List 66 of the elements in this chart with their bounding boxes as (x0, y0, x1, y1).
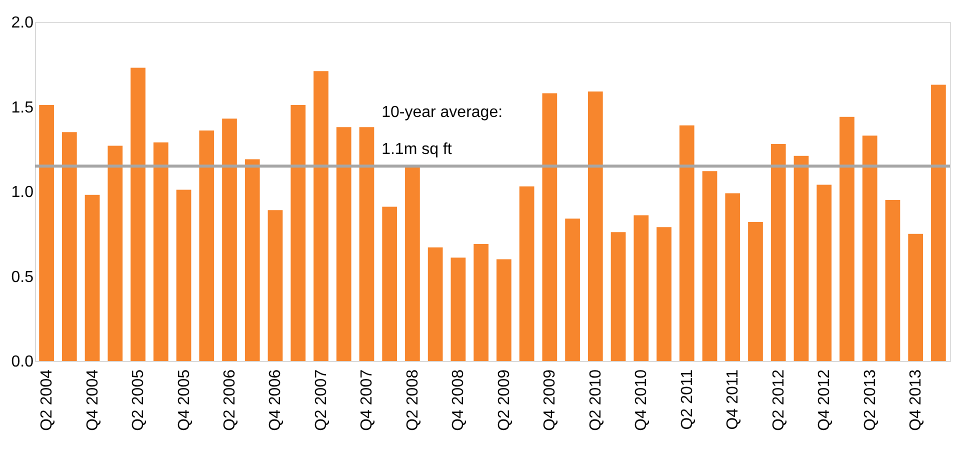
bar (314, 71, 328, 361)
y-tick-label: 1.0 (11, 184, 34, 201)
bar (176, 190, 192, 361)
text: 10-year average: 1.1m sq ft (382, 104, 503, 158)
bar (130, 68, 146, 361)
bar (840, 116, 854, 361)
bar (405, 166, 420, 361)
bar (770, 144, 786, 361)
x-tick-label: Q2 2008 (404, 369, 422, 431)
bar (931, 84, 946, 361)
bar (108, 146, 123, 361)
x-tick-label: Q2 2009 (496, 369, 513, 431)
bar (428, 247, 443, 361)
bar (519, 186, 534, 361)
x-tick-label: Q4 2012 (816, 369, 834, 431)
bar (542, 93, 558, 361)
bar (84, 194, 100, 361)
x-tick-label: Q2 2004 (38, 369, 56, 431)
bar (816, 184, 832, 361)
x-tick-label: Q2 2005 (130, 369, 148, 431)
x-tick-label: Q4 2004 (84, 369, 102, 431)
x-tick-label: Q4 2009 (542, 369, 559, 431)
bar (794, 156, 809, 361)
x-tick-label: Q4 2006 (267, 369, 284, 431)
bar (908, 234, 924, 361)
x-tick-label: Q4 2008 (450, 369, 468, 431)
x-tick-label: Q2 2006 (222, 369, 239, 431)
bar (290, 105, 306, 361)
x-tick-label: Q4 2013 (908, 369, 925, 431)
bar (885, 200, 900, 361)
bar (474, 244, 488, 361)
bar (862, 136, 878, 361)
bar (588, 91, 603, 361)
bar (62, 132, 77, 361)
bar (679, 125, 694, 361)
bar (359, 127, 374, 361)
x-tick-label: Q4 2011 (724, 369, 742, 430)
bar (153, 142, 168, 361)
y-tick-label: 2.0 (11, 14, 34, 32)
bar (450, 258, 466, 361)
y-tick-label: 0.0 (11, 354, 34, 370)
bar (199, 130, 214, 361)
x-tick-label: Q4 2007 (358, 369, 376, 431)
bar (382, 206, 398, 361)
x-tick-label: Q2 2011 (678, 369, 696, 430)
x-tick-label: Q2 2012 (770, 369, 788, 431)
x-tick-label: Q2 2013 (862, 369, 879, 431)
bar (268, 210, 283, 361)
bar (222, 118, 237, 361)
bar (244, 159, 260, 361)
bar (725, 193, 740, 361)
bar (748, 222, 763, 361)
bar (702, 171, 718, 361)
bar (656, 227, 672, 361)
bar (39, 105, 54, 361)
x-tick-label: Q2 2007 (312, 369, 330, 431)
x-tick-label: Q4 2010 (633, 369, 650, 431)
x-tick-label: Q2 2010 (587, 369, 604, 431)
bar (634, 215, 649, 361)
x-tick-label: Q4 2005 (176, 369, 193, 431)
bar (496, 259, 512, 361)
y-tick-label: 0.5 (11, 268, 34, 286)
bar (336, 127, 352, 361)
bar (565, 218, 580, 361)
y-tick-label: 1.5 (11, 99, 34, 116)
bar (610, 232, 626, 361)
